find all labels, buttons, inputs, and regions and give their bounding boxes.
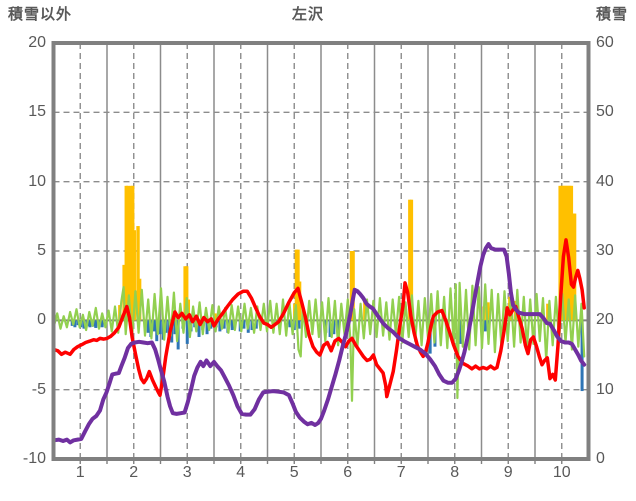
green-line [53, 281, 586, 402]
y-right-tick-label: 20 [596, 311, 614, 329]
blue-bars-bar [197, 320, 201, 337]
orange-bars-bar [363, 300, 367, 321]
y-left-tick-label: 0 [37, 311, 46, 329]
blue-bars-bar [73, 320, 77, 328]
orange-bars-bar [486, 302, 490, 321]
x-tick-label: 1 [75, 464, 85, 481]
left-axis-title: 積雪以外 [8, 6, 73, 23]
orange-bars-bar [409, 199, 414, 321]
blue-bars-bar [297, 320, 301, 329]
x-tick-label: 7 [396, 464, 406, 481]
blue-bars-bar [205, 320, 209, 335]
blue-bars-bar [250, 320, 254, 331]
blue-bars-bar [185, 320, 189, 344]
blue-bars-bar [100, 320, 104, 328]
x-tick-label: 2 [129, 464, 139, 481]
blue-bars-bar [254, 320, 258, 329]
y-left-tick-label: -10 [22, 450, 46, 467]
x-tick-label: 8 [450, 464, 460, 481]
y-left-tick-label: 15 [28, 103, 46, 121]
orange-bars-bar [213, 313, 217, 321]
blue-bars-bar [580, 320, 584, 392]
orange-bars-bar [136, 226, 140, 321]
blue-bars-bar [230, 320, 234, 331]
y-left-tick-label: 10 [28, 172, 46, 190]
series-group [53, 185, 587, 445]
y-right-tick-label: 10 [596, 380, 614, 398]
x-tick-label: 10 [552, 464, 571, 481]
blue-bars-bar [288, 320, 292, 328]
blue-bars-bar [94, 320, 98, 328]
y-right-tick-label: 30 [596, 242, 614, 259]
y-right-tick-label: 0 [596, 450, 605, 467]
blue-bars-bar [458, 320, 462, 344]
blue-bars-bar [332, 320, 336, 335]
y-right-tick-label: 60 [596, 34, 614, 51]
blue-bars-bar [222, 320, 226, 329]
x-tick-label: 9 [503, 464, 513, 481]
y-left-tick-label: 5 [37, 242, 46, 259]
orange-bars-bar [185, 266, 189, 321]
blue-bars-bar [146, 320, 150, 333]
chart-title: 左沢 [291, 6, 324, 23]
y-right-tick-label: 40 [596, 172, 614, 190]
y-left-tick-label: -5 [31, 380, 46, 398]
purple-line [53, 242, 587, 445]
x-tick-label: 5 [289, 464, 299, 481]
x-tick-label: 3 [182, 464, 192, 481]
blue-bars-bar [88, 320, 92, 328]
blue-bars-bar [218, 320, 222, 332]
x-tick-label: 6 [343, 464, 353, 481]
blue-bars-bar [336, 320, 340, 332]
right-axis-title: 積雪 [595, 6, 628, 23]
orange-bars-bar [137, 278, 142, 321]
orange-bars-bar [132, 230, 136, 321]
blue-bars-bar [158, 320, 162, 335]
blue-bars-bar [242, 320, 246, 329]
orange-bars-bar [351, 251, 355, 321]
y-right-tick-label: 50 [596, 103, 614, 121]
y-left-tick-label: 20 [28, 34, 46, 51]
plot-frame [51, 41, 591, 461]
blue-bars-bar [173, 320, 177, 335]
blue-bars-bar [152, 320, 156, 332]
blue-bars-bar [483, 320, 487, 332]
x-tick-label: 4 [236, 464, 246, 481]
orange-bars-bar [572, 213, 577, 321]
